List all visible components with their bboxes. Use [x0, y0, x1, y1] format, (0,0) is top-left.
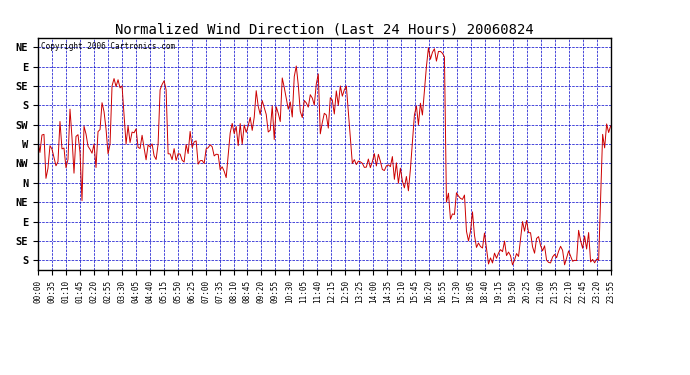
- Text: Copyright 2006 Cartronics.com: Copyright 2006 Cartronics.com: [41, 42, 175, 51]
- Title: Normalized Wind Direction (Last 24 Hours) 20060824: Normalized Wind Direction (Last 24 Hours…: [115, 22, 533, 36]
